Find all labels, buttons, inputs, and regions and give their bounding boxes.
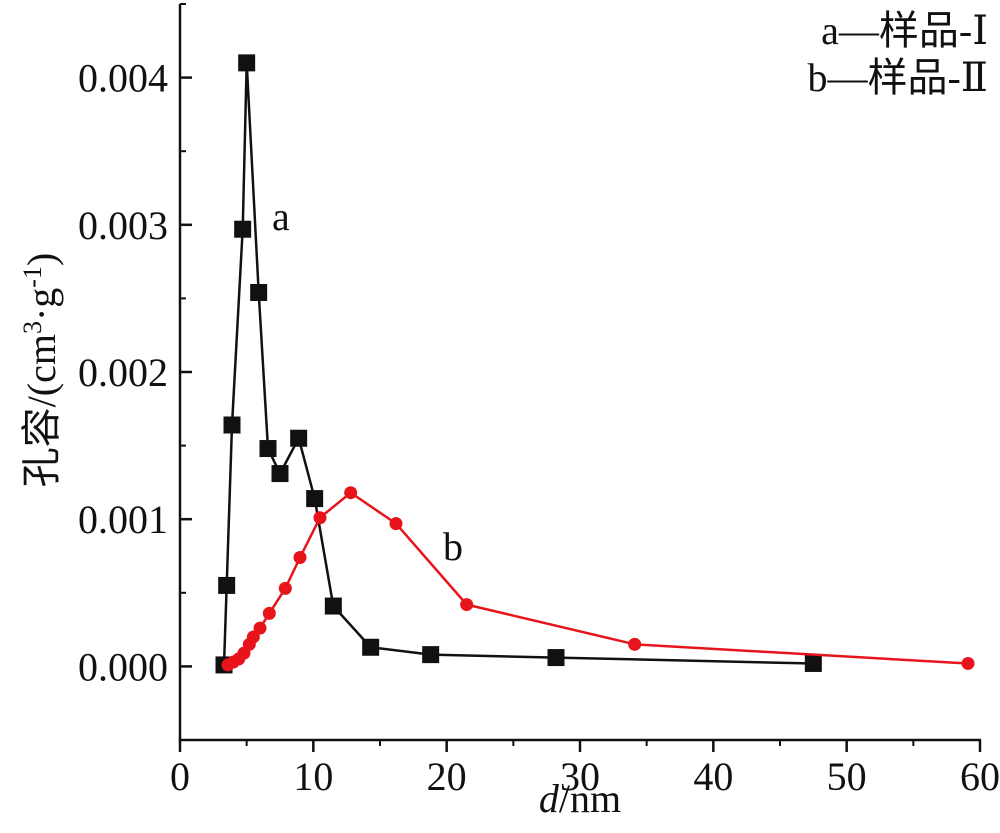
y-tick-label: 0.001 bbox=[78, 497, 168, 542]
data-point-a bbox=[234, 220, 252, 238]
data-point-a bbox=[218, 576, 236, 594]
data-point-b bbox=[460, 598, 474, 612]
axes-frame bbox=[178, 4, 981, 742]
data-point-a bbox=[324, 597, 342, 615]
legend-entry-b: b—样品-Ⅱ bbox=[807, 55, 988, 100]
y-tick-label: 0.003 bbox=[78, 203, 168, 248]
x-tick-label: 60 bbox=[960, 754, 1000, 799]
data-point-b bbox=[253, 621, 267, 635]
x-axis-unit: /nm bbox=[559, 776, 621, 821]
x-tick-label: 10 bbox=[293, 754, 333, 799]
data-point-a bbox=[362, 638, 380, 656]
series-line-a bbox=[222, 62, 814, 665]
x-tick-label: 0 bbox=[170, 754, 190, 799]
series-line-b bbox=[227, 491, 969, 666]
series-layer bbox=[215, 54, 975, 674]
y-axis-title-main: 孔容/(cm bbox=[19, 334, 64, 487]
data-point-b bbox=[961, 656, 975, 670]
x-axis-variable: d bbox=[539, 776, 560, 821]
y-tick-label: 0.002 bbox=[78, 350, 168, 395]
x-tick-label: 40 bbox=[693, 754, 733, 799]
data-point-b bbox=[389, 517, 403, 531]
y-tick-label: 0.004 bbox=[78, 56, 168, 101]
data-point-a bbox=[422, 646, 440, 664]
y-tick-label: 0.000 bbox=[78, 644, 168, 689]
series-b bbox=[221, 486, 975, 672]
y-axis-title-end: ) bbox=[19, 253, 64, 266]
data-point-a bbox=[306, 490, 324, 508]
data-point-b bbox=[313, 511, 327, 525]
y-axis-title-sup1: 3 bbox=[18, 321, 47, 334]
data-point-b bbox=[628, 637, 642, 651]
axis-ticks: 0 10 20 30 40 50 60 0.000 0.001 0.002 0.003 0.004 bbox=[78, 3, 1000, 799]
data-point-a bbox=[804, 654, 822, 672]
data-point-b bbox=[293, 550, 307, 564]
x-tick-label: 20 bbox=[427, 754, 467, 799]
data-point-b bbox=[246, 630, 260, 644]
x-axis-title: d/nm bbox=[539, 776, 621, 821]
series-tag-a: a bbox=[272, 194, 290, 239]
data-point-a bbox=[547, 649, 565, 667]
series-tag-b: b bbox=[443, 524, 463, 569]
data-point-a bbox=[238, 54, 256, 72]
data-point-a bbox=[223, 416, 241, 434]
y-axis-title: 孔容/(cm3·g-1) bbox=[18, 253, 64, 488]
y-axis-title-sup2: -1 bbox=[18, 266, 47, 288]
x-tick-label: 50 bbox=[827, 754, 867, 799]
data-point-b bbox=[344, 486, 358, 500]
series-a bbox=[215, 54, 822, 674]
data-point-a bbox=[290, 429, 308, 447]
data-point-a bbox=[259, 440, 277, 458]
legend-entry-a: a—样品-Ⅰ bbox=[821, 8, 988, 53]
data-point-a bbox=[250, 284, 268, 302]
data-point-b bbox=[278, 581, 292, 595]
x-tick-label: 30 bbox=[560, 754, 600, 799]
y-axis-title-mid: ·g bbox=[19, 288, 64, 321]
data-point-b bbox=[262, 606, 276, 620]
data-point-a bbox=[271, 465, 289, 483]
